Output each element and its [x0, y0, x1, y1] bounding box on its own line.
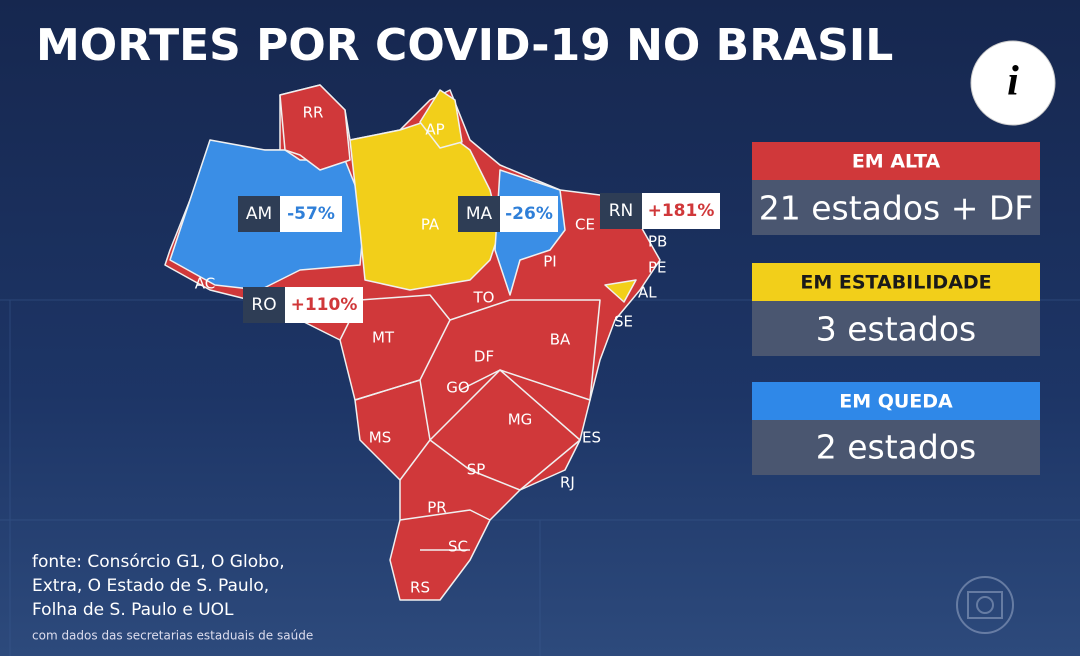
state-label: SP: [467, 461, 486, 479]
legend: EM ALTA 21 estados + DF EM ESTABILIDADE …: [752, 142, 1040, 475]
border: [399, 509, 491, 521]
state-al: [604, 279, 637, 303]
border: [354, 379, 431, 481]
callout-state-box: [238, 196, 280, 232]
source-line: Folha de S. Paulo e UOL: [32, 600, 234, 620]
state-label: RR: [303, 104, 324, 122]
broadcaster-logo: [956, 576, 1014, 634]
source-note: com dados das secretarias estaduais de s…: [32, 629, 313, 643]
callout-state-box: [243, 287, 285, 323]
state-label: RJ: [560, 474, 575, 492]
state-label: MG: [508, 411, 533, 429]
state-label: BA: [550, 331, 571, 349]
callout-value: -26%: [505, 204, 553, 224]
state-ap: [419, 89, 463, 149]
title: MORTES POR COVID-19 NO BRASIL: [36, 20, 893, 71]
state-label: RS: [410, 579, 430, 597]
state-label: PR: [427, 499, 446, 517]
legend-body: [752, 420, 1040, 475]
callout-state: RO: [251, 295, 276, 315]
state-label: PB: [648, 233, 667, 251]
state-label: DF: [474, 348, 494, 366]
callout-state: MA: [466, 204, 493, 224]
state-label: MT: [372, 329, 395, 347]
callout-value-box: [642, 193, 720, 229]
source-line: fonte: Consórcio G1, O Globo,: [32, 552, 285, 572]
state-label: MS: [369, 429, 391, 447]
legend-header: [752, 142, 1040, 180]
state-label: PE: [648, 259, 667, 277]
border: [429, 369, 581, 491]
legend-label: EM QUEDA: [839, 391, 953, 413]
state-label: CE: [575, 216, 595, 234]
state-label: AL: [638, 284, 657, 302]
state-label: TO: [473, 289, 495, 307]
legend-count: 21 estados + DF: [759, 189, 1034, 228]
legend-label: EM ALTA: [852, 151, 941, 173]
state-label: PA: [421, 216, 440, 234]
callout-value: +181%: [648, 201, 715, 221]
state-labels: RR AP PA CE PB PE AL SE PI AC TO MT BA D…: [195, 104, 668, 597]
legend-count: 3 estados: [816, 310, 976, 349]
state-rr: [279, 84, 351, 171]
source-line: Extra, O Estado de S. Paulo,: [32, 576, 269, 596]
callout-value: -57%: [287, 204, 335, 224]
state-label: AC: [195, 275, 215, 293]
info-icon[interactable]: [970, 40, 1056, 126]
legend-header: [752, 263, 1040, 301]
state-label: PI: [543, 253, 556, 271]
legend-count: 2 estados: [816, 428, 976, 467]
info-icon-label[interactable]: i: [1007, 59, 1019, 105]
legend-body: [752, 180, 1040, 235]
border: [449, 299, 601, 401]
callout-state: RN: [609, 201, 634, 221]
state-label: AP: [425, 121, 444, 139]
state-label: GO: [446, 379, 469, 397]
callout-state-box: [458, 196, 500, 232]
callout-value: +110%: [291, 295, 358, 315]
callout-state: AM: [246, 204, 272, 224]
callouts: AM -57% MA -26% RN +181% RO +110%: [238, 193, 720, 323]
state-label: SE: [614, 313, 633, 331]
callout-value-box: [500, 196, 558, 232]
state-label: ES: [582, 429, 601, 447]
source: fonte: Consórcio G1, O Globo, Extra, O E…: [32, 552, 313, 643]
legend-label: EM ESTABILIDADE: [800, 272, 991, 294]
state-label: SC: [448, 538, 468, 556]
legend-header: [752, 382, 1040, 420]
callout-value-box: [280, 196, 342, 232]
callout-value-box: [285, 287, 363, 323]
legend-body: [752, 301, 1040, 356]
callout-state-box: [600, 193, 642, 229]
